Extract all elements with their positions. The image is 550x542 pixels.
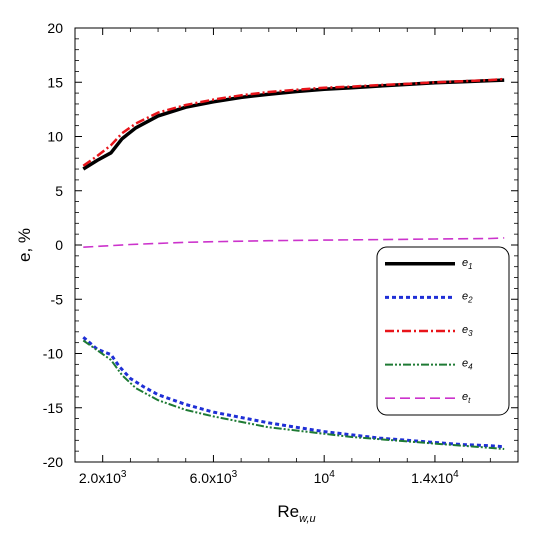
y-tick-label: -20 [43,454,63,470]
series-line-e3 [82,77,505,167]
legend-label-e4: e4 [462,358,473,372]
y-tick-label: -15 [43,400,63,416]
legend-label-e1: e1 [462,257,473,271]
y-tick-label: 0 [55,237,63,253]
x-tick-label: 2.0x103 [79,469,127,486]
x-tick-label: 104 [314,469,336,486]
series-line-e1 [82,78,505,171]
series-line-et [83,237,505,248]
x-tick-label: 1.4x104 [411,469,459,486]
y-axis-title: e, % [15,228,34,262]
y-tick-label: 10 [47,129,63,145]
y-tick-label: 20 [47,20,63,36]
y-tick-label: -10 [43,346,63,362]
y-tick-label: 5 [55,183,63,199]
legend-label-e3: e3 [462,324,473,338]
plot-frame [74,27,519,463]
x-tick-label: 6.0x103 [190,469,238,486]
x-axis-title: Rew,u [277,502,315,525]
ticks-layer: 20 15 10 5 0 -5 -10 -15 -20 2.0x103 6.0x103 104 1.4x… [43,20,518,486]
y-tick-label: 15 [47,74,63,90]
legend-label-et: et [462,391,471,405]
series-layer [82,77,505,450]
series-line-e2 [82,336,505,449]
legend-label-e2: e2 [462,290,473,304]
y-tick-label: -5 [51,291,64,307]
legend: e1 e2 e3 e4 et [376,246,510,416]
